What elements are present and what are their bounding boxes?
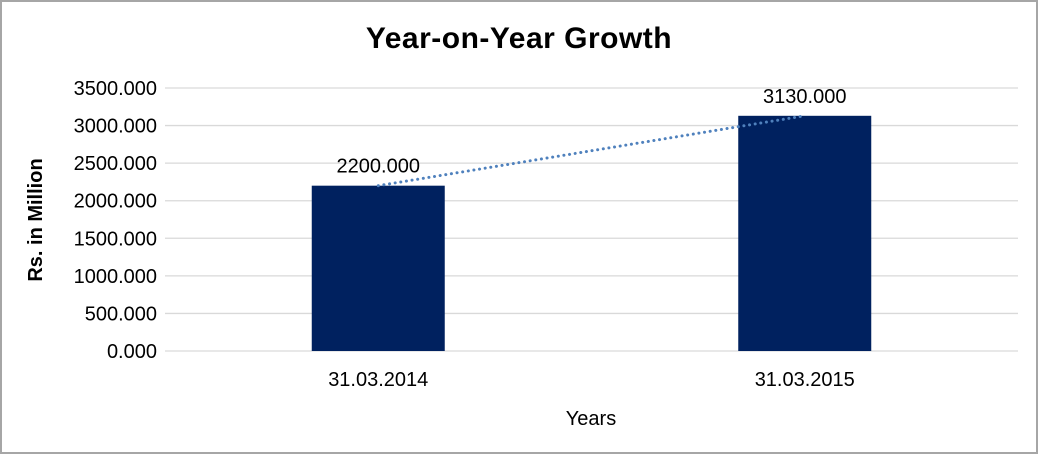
y-tick-label: 1000.000: [74, 266, 157, 288]
y-tick-label: 3000.000: [74, 116, 157, 138]
y-tick-label: 500.000: [85, 303, 157, 325]
bar-31.03.2014: [311, 185, 445, 351]
trendline: [376, 114, 807, 188]
x-axis-title: Years: [566, 408, 616, 430]
y-tick-label: 2000.000: [74, 191, 157, 213]
bar-value-label: 3130.000: [763, 86, 846, 108]
y-tick-label: 1500.000: [74, 228, 157, 250]
y-tick-label: 2500.000: [74, 153, 157, 175]
y-tick-label: 0.000: [107, 341, 157, 363]
chart-title: Year-on-Year Growth: [365, 22, 673, 55]
bar-31.03.2015: [738, 115, 872, 351]
x-category-label: 31.03.2014: [328, 369, 428, 391]
y-axis-title: Rs. in Million: [25, 158, 47, 281]
x-category-label: 31.03.2015: [755, 369, 855, 391]
bar-value-label: 2200.000: [337, 156, 420, 178]
y-tick-label: 3500.000: [74, 78, 157, 100]
